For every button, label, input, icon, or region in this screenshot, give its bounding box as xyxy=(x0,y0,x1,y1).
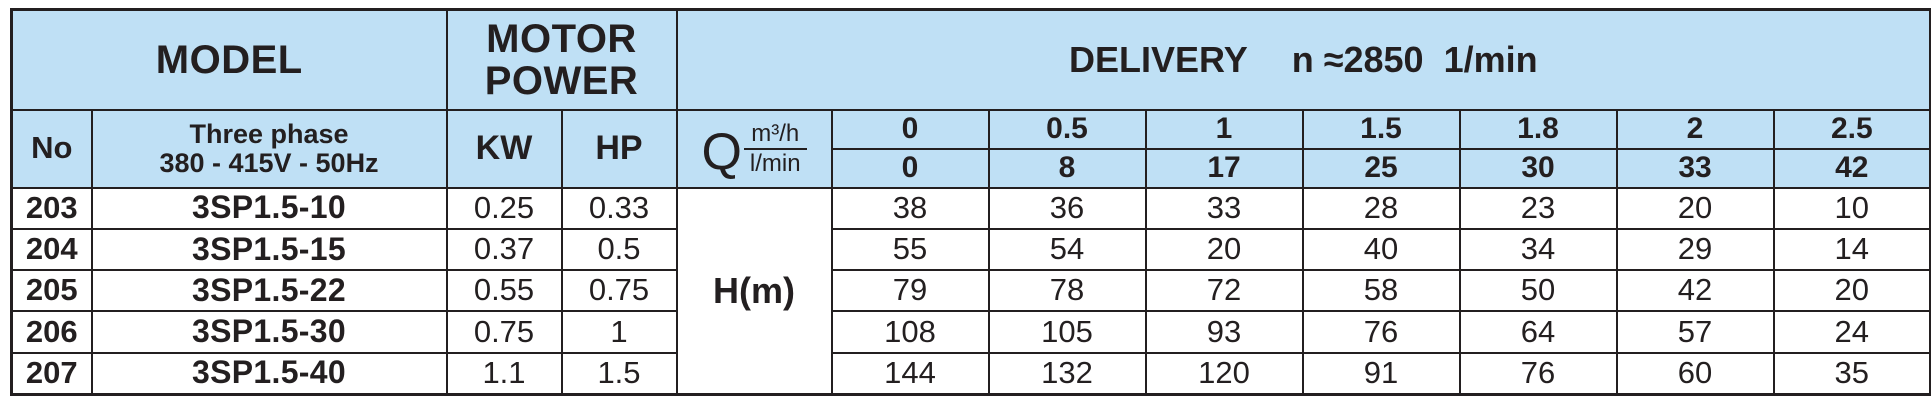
row-model: 3SP1.5-40 xyxy=(90,351,448,396)
flow-lmin-6: 42 xyxy=(1772,147,1931,189)
flow-lmin-5: 33 xyxy=(1615,147,1775,189)
head-value: 91 xyxy=(1301,351,1461,396)
row-no: 207 xyxy=(10,351,93,396)
head-value: 35 xyxy=(1772,351,1931,396)
row-model: 3SP1.5-15 xyxy=(90,227,448,272)
flow-lmin-0: 0 xyxy=(830,147,990,189)
model-voltage-line1: Three phase xyxy=(189,119,349,150)
column-header-kw: KW xyxy=(445,108,563,189)
head-value: 105 xyxy=(987,310,1147,354)
flow-m3h-5: 2 xyxy=(1615,108,1775,150)
flow-m3h-2: 1 xyxy=(1144,108,1304,150)
head-value: 36 xyxy=(987,186,1147,230)
head-value: 20 xyxy=(1615,186,1775,230)
group-header-model: MODEL xyxy=(10,8,448,111)
flow-unit-lmin: l/min xyxy=(749,149,801,177)
head-value: 120 xyxy=(1144,351,1304,396)
row-no: 205 xyxy=(10,269,93,313)
table-row: 207 3SP1.5-40 1.1 1.5 144 132 120 91 76 … xyxy=(10,351,1931,396)
head-value: 10 xyxy=(1772,186,1931,230)
subheader-row-lmin: 0 8 17 25 30 33 42 xyxy=(12,147,1931,189)
row-hp: 1 xyxy=(560,310,678,354)
flow-m3h-4: 1.8 xyxy=(1458,108,1618,150)
subheader-row-m3h: No Three phase 380 - 415V - 50Hz KW HP Q… xyxy=(10,108,1931,189)
column-header-hp: HP xyxy=(560,108,678,189)
head-value: 144 xyxy=(830,351,990,396)
flow-symbol-q: Q xyxy=(701,123,742,182)
head-value: 79 xyxy=(830,269,990,313)
row-kw: 1.1 xyxy=(445,351,563,396)
head-value: 24 xyxy=(1772,310,1931,354)
flow-m3h-6: 2.5 xyxy=(1772,108,1931,150)
head-value: 20 xyxy=(1772,269,1931,313)
pump-specification-table: MODEL MOTOR POWER DELIVERY n ≈2850 1/min … xyxy=(10,8,1931,396)
row-kw: 0.37 xyxy=(445,227,563,272)
head-value: 23 xyxy=(1458,186,1618,230)
flow-m3h-3: 1.5 xyxy=(1301,108,1461,150)
row-model: 3SP1.5-10 xyxy=(90,186,448,230)
head-value: 54 xyxy=(987,227,1147,272)
row-model: 3SP1.5-22 xyxy=(90,269,448,313)
group-header-row: MODEL MOTOR POWER DELIVERY n ≈2850 1/min xyxy=(10,8,1931,111)
head-value: 78 xyxy=(987,269,1147,313)
head-value: 42 xyxy=(1615,269,1775,313)
flow-m3h-0: 0 xyxy=(830,108,990,150)
row-model: 3SP1.5-30 xyxy=(90,310,448,354)
head-value: 58 xyxy=(1301,269,1461,313)
row-no: 203 xyxy=(10,186,93,230)
row-hp: 0.33 xyxy=(560,186,678,230)
head-value: 108 xyxy=(830,310,990,354)
head-value: 57 xyxy=(1615,310,1775,354)
row-kw: 0.25 xyxy=(445,186,563,230)
row-no: 204 xyxy=(10,227,93,272)
flow-lmin-1: 8 xyxy=(987,147,1147,189)
delivery-label: DELIVERY xyxy=(1069,39,1248,80)
row-hp: 0.5 xyxy=(560,227,678,272)
flow-unit-m3h: m³/h xyxy=(743,120,807,150)
flow-lmin-3: 25 xyxy=(1301,147,1461,189)
head-value: 29 xyxy=(1615,227,1775,272)
model-voltage-line2: 380 - 415V - 50Hz xyxy=(159,147,379,178)
table-row: 206 3SP1.5-30 0.75 1 108 105 93 76 64 57… xyxy=(10,310,1931,354)
head-value: 132 xyxy=(987,351,1147,396)
head-value: 38 xyxy=(830,186,990,230)
flow-m3h-1: 0.5 xyxy=(987,108,1147,150)
head-value: 72 xyxy=(1144,269,1304,313)
group-header-motor-power: MOTOR POWER xyxy=(445,8,678,111)
head-value: 60 xyxy=(1615,351,1775,396)
head-value: 64 xyxy=(1458,310,1618,354)
table-row: 204 3SP1.5-15 0.37 0.5 55 54 20 40 34 29… xyxy=(10,227,1931,272)
delivery-speed-unit: 1/min xyxy=(1443,39,1538,80)
head-value: 14 xyxy=(1772,227,1931,272)
row-kw: 0.75 xyxy=(445,310,563,354)
head-value: 76 xyxy=(1301,310,1461,354)
head-value: 34 xyxy=(1458,227,1618,272)
head-value: 50 xyxy=(1458,269,1618,313)
head-value: 55 xyxy=(830,227,990,272)
column-header-model-voltage: Three phase 380 - 415V - 50Hz xyxy=(90,108,448,189)
flow-lmin-2: 17 xyxy=(1144,147,1304,189)
row-no: 206 xyxy=(10,310,93,354)
head-value: 33 xyxy=(1144,186,1304,230)
head-label: H(m) xyxy=(675,186,833,396)
column-header-no: No xyxy=(10,108,93,189)
head-value: 40 xyxy=(1301,227,1461,272)
row-hp: 0.75 xyxy=(560,269,678,313)
table-row: 203 3SP1.5-10 0.25 0.33 H(m) 38 36 33 28… xyxy=(10,186,1931,396)
column-header-flow-symbol: Q m³/h l/min xyxy=(675,108,833,189)
row-hp: 1.5 xyxy=(560,351,678,396)
head-value: 28 xyxy=(1301,186,1461,230)
delivery-speed: n ≈2850 xyxy=(1291,39,1424,80)
head-value: 93 xyxy=(1144,310,1304,354)
group-header-delivery: DELIVERY n ≈2850 1/min xyxy=(675,8,1931,111)
head-value: 76 xyxy=(1458,351,1618,396)
table-row: 205 3SP1.5-22 0.55 0.75 79 78 72 58 50 4… xyxy=(10,269,1931,313)
row-kw: 0.55 xyxy=(445,269,563,313)
flow-lmin-4: 30 xyxy=(1458,147,1618,189)
head-value: 20 xyxy=(1144,227,1304,272)
